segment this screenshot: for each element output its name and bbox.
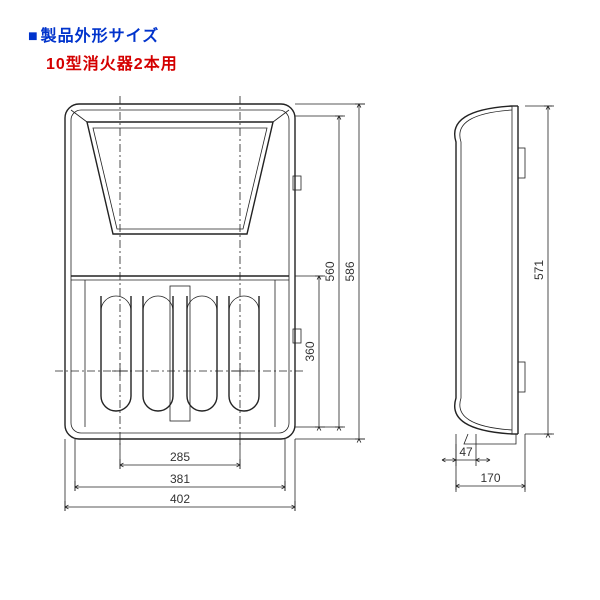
svg-text:571: 571 bbox=[532, 260, 546, 280]
technical-drawing: 285 381 402 360 560 586 47 170 571 bbox=[30, 84, 570, 564]
title-bullet-icon: ■ bbox=[28, 28, 39, 45]
svg-text:381: 381 bbox=[170, 472, 190, 486]
side-view: 47 170 571 bbox=[442, 106, 554, 492]
svg-text:360: 360 bbox=[303, 341, 317, 361]
svg-text:560: 560 bbox=[323, 261, 337, 281]
front-view: 285 381 402 360 560 586 bbox=[55, 96, 365, 511]
svg-text:285: 285 bbox=[170, 450, 190, 464]
svg-text:586: 586 bbox=[343, 261, 357, 281]
header: ■製品外形サイズ 10型消火器2本用 bbox=[28, 22, 178, 74]
title-subtitle: 10型消火器2本用 bbox=[46, 50, 178, 74]
title-text: 製品外形サイズ bbox=[41, 28, 160, 45]
title-main: ■製品外形サイズ bbox=[28, 22, 178, 46]
svg-text:170: 170 bbox=[480, 471, 500, 485]
svg-text:47: 47 bbox=[459, 445, 473, 459]
svg-text:402: 402 bbox=[170, 492, 190, 506]
